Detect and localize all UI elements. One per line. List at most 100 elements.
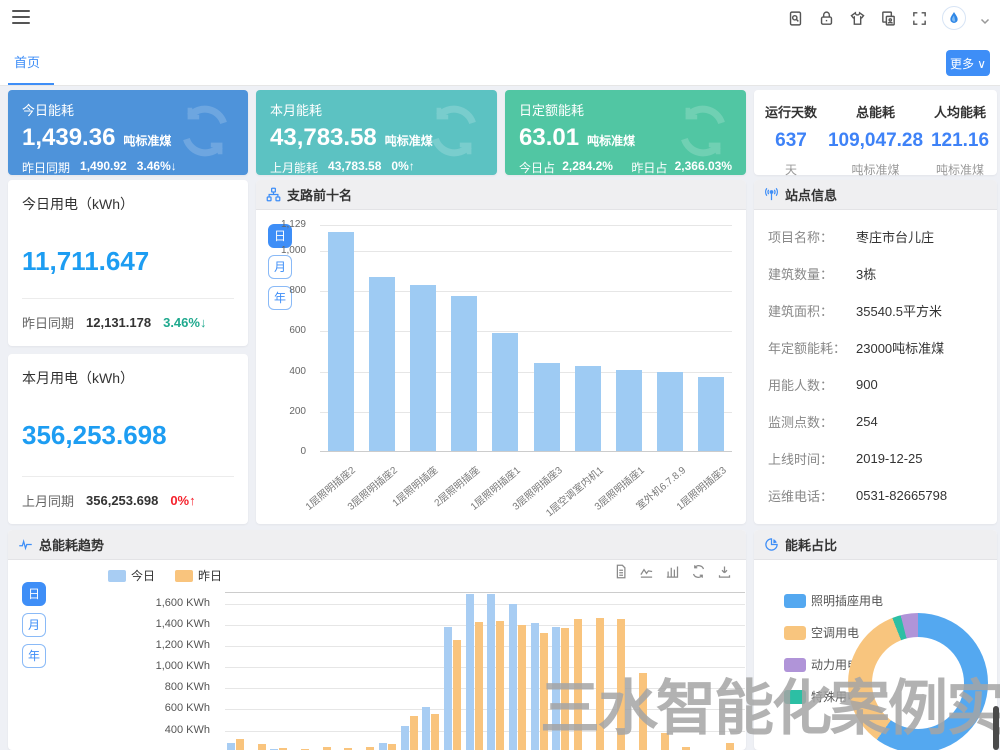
bar-slot [361,225,402,451]
trend-bar-今日[interactable] [443,627,452,750]
trend-bar-昨日[interactable] [474,621,483,750]
period-button-日[interactable]: 日 [22,582,46,606]
trend-bar-昨日[interactable] [387,744,396,750]
trend-bar-昨日[interactable] [725,743,734,750]
hour-group-1 [249,744,266,750]
bar-chart-toggle-icon[interactable] [665,564,680,579]
vertical-scrollbar-thumb[interactable] [993,706,999,750]
branch-bar-8[interactable] [657,371,684,451]
trend-bar-今日[interactable] [465,594,474,750]
legend-item-特殊用电[interactable]: 特殊用电 [784,688,883,705]
trend-bar-今日[interactable] [227,743,235,750]
kpi-sub-pct: 0%↑ [391,159,415,173]
trend-bar-昨日[interactable] [574,619,582,750]
trend-legend: 今日 昨日 [108,567,222,584]
trend-bar-昨日[interactable] [682,746,691,750]
gridline [320,411,732,413]
period-button-月[interactable]: 月 [268,255,292,279]
trend-bar-昨日[interactable] [561,628,570,750]
legend-item-空调用电[interactable]: 空调用电 [784,624,883,641]
trend-bar-昨日[interactable] [595,617,604,750]
trend-bar-今日[interactable] [552,627,561,750]
download-icon[interactable] [717,564,732,579]
line-chart-toggle-icon[interactable] [639,564,654,579]
legend-label: 今日 [131,569,156,583]
trend-bar-今日[interactable] [508,603,517,750]
trend-bar-昨日[interactable] [409,715,418,750]
trend-bar-昨日[interactable] [517,624,526,750]
branch-bar-7[interactable] [616,370,643,451]
stat-unit: 吨标准煤 [936,163,985,177]
y-axis-tick-label: 200 [289,405,306,417]
period-button-年[interactable]: 年 [22,644,46,668]
period-button-日[interactable]: 日 [268,224,292,248]
branch-bar-0[interactable] [327,231,354,451]
trend-bar-今日[interactable] [400,726,409,750]
hour-group-15 [552,627,570,750]
more-tabs-button[interactable]: 更多 ∨ [946,50,990,76]
usage-title: 今日用电（kWh） [22,196,134,212]
branch-bar-9[interactable] [698,377,725,451]
branch-bar-3[interactable] [451,296,478,451]
trend-bar-昨日[interactable] [322,746,331,750]
refresh-icon[interactable] [691,564,706,579]
legend-item-照明插座用电[interactable]: 照明插座用电 [784,592,883,609]
period-button-年[interactable]: 年 [268,286,292,310]
branch-bar-2[interactable] [410,285,436,451]
trend-bar-昨日[interactable] [539,632,548,750]
legend-item-今日[interactable]: 今日 [108,567,155,584]
gridline [320,371,732,373]
trend-bar-昨日[interactable] [660,732,669,750]
gridline [225,645,745,647]
branch-bar-6[interactable] [574,365,601,451]
fullscreen-icon[interactable] [911,10,928,27]
trend-bar-昨日[interactable] [257,744,266,750]
tab-home[interactable]: 首页 [14,55,41,70]
trend-bar-今日[interactable] [487,594,496,750]
bar-slot [444,225,485,451]
trend-bar-昨日[interactable] [639,673,648,750]
compare-percent: 0%↑ [170,493,196,508]
trend-bar-今日[interactable] [530,622,539,750]
bar-slot [526,225,567,451]
file-search-icon[interactable] [787,10,804,27]
data-view-icon[interactable] [613,564,628,579]
gridline [225,603,745,605]
period-button-月[interactable]: 月 [22,613,46,637]
trend-bar-昨日[interactable] [431,714,440,750]
topbar-icon-group [787,0,990,36]
legend-item-动力用电[interactable]: 动力用电 [784,656,883,673]
site-info-value: 0531-82665798 [856,488,948,503]
hour-group-0 [227,739,244,750]
legend-item-昨日[interactable]: 昨日 [175,567,222,584]
branch-bar-5[interactable] [533,362,560,451]
trend-bar-昨日[interactable] [236,739,244,750]
panel-title: 能耗占比 [785,538,838,553]
trend-bar-今日[interactable] [270,748,279,750]
hour-group-12 [487,594,505,750]
theme-shirt-icon[interactable] [849,10,866,27]
trend-bar-昨日[interactable] [496,620,505,750]
hour-group-3 [292,748,310,750]
panel-title: 总能耗趋势 [39,538,105,553]
trend-bar-昨日[interactable] [617,618,626,750]
kpi-sub-label: 昨日同期 [22,161,71,175]
trend-bar-昨日[interactable] [344,747,353,750]
hour-group-13 [508,603,526,750]
trend-bar-昨日[interactable] [452,639,461,750]
trend-bar-今日[interactable] [422,707,431,750]
trend-bar-昨日[interactable] [366,746,375,750]
id-card-icon[interactable] [880,10,897,27]
branch-bar-1[interactable] [368,277,395,451]
branch-bar-4[interactable] [492,333,519,451]
chevron-down-icon[interactable] [980,13,990,25]
user-avatar[interactable] [942,6,966,30]
trend-bar-今日[interactable] [378,743,387,750]
hour-group-21 [682,746,699,750]
trend-bar-昨日[interactable] [279,747,288,750]
stat-value: 637 [775,130,807,151]
trend-bar-昨日[interactable] [301,748,310,750]
branch-top10-panel: 支路前十名 日月年 0 200 400 600 800 1,000 1,129 1层照明插座… [256,180,746,524]
lock-icon[interactable] [818,10,835,27]
menu-toggle-icon[interactable] [12,10,30,24]
